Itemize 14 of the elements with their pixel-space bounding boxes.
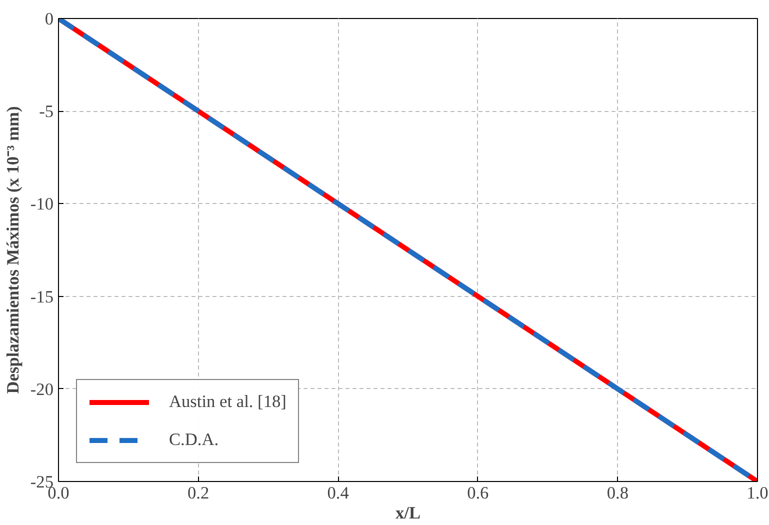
x-tick-label: 0.8 bbox=[606, 484, 629, 502]
x-tick-label: 0.6 bbox=[467, 484, 490, 502]
x-tick-label: 0.2 bbox=[187, 484, 210, 502]
y-tick-label: -10 bbox=[30, 194, 54, 214]
y-axis-title: Desplazamientos Máximos (x 10⁻³ mm) bbox=[3, 106, 22, 394]
y-tick-label: -15 bbox=[30, 287, 54, 306]
x-tick-label: 0.4 bbox=[327, 484, 350, 502]
legend-label: Austin et al. [18] bbox=[169, 392, 286, 412]
legend-label: C.D.A. bbox=[169, 430, 219, 450]
x-tick-label: 1.0 bbox=[746, 484, 768, 502]
y-tick-label: -20 bbox=[30, 380, 54, 399]
x-axis-title: x/L bbox=[395, 504, 421, 522]
y-tick-label: -5 bbox=[39, 102, 54, 122]
y-tick-label: 0 bbox=[44, 10, 54, 28]
